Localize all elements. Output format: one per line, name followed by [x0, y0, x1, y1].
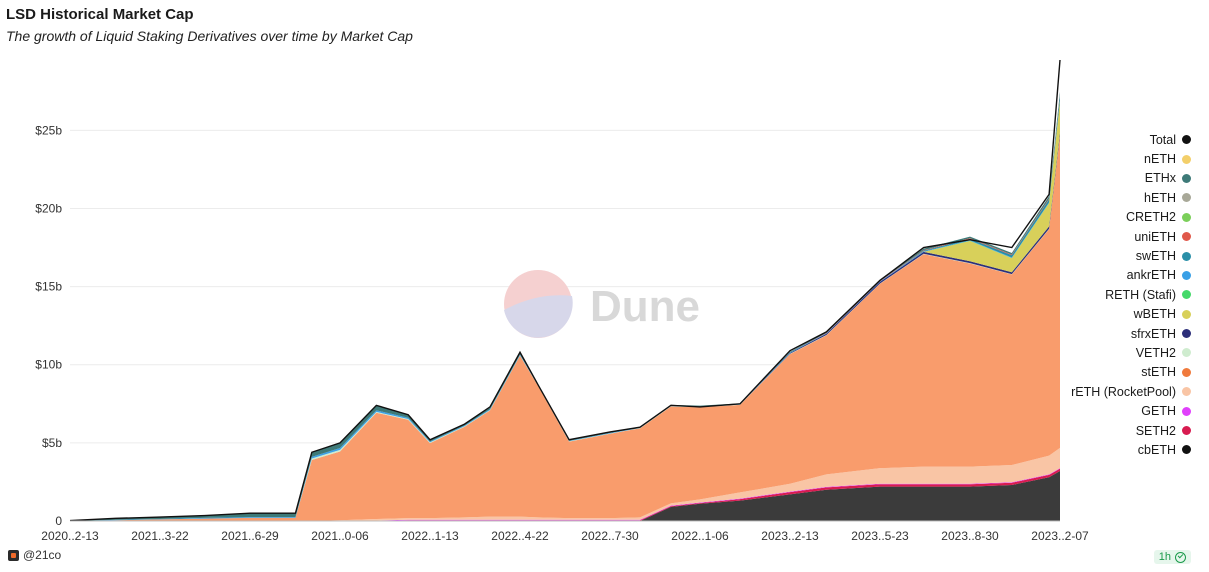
x-tick-label: 2021..6-29	[221, 529, 279, 543]
series-area-cbeth[interactable]	[70, 470, 1060, 521]
legend-swatch	[1182, 135, 1191, 145]
legend-swatch	[1182, 193, 1191, 203]
y-tick-label: $10b	[35, 358, 62, 372]
author-credit[interactable]: @21co	[8, 548, 61, 562]
x-tick-label: 2021..3-22	[131, 529, 189, 543]
legend-swatch	[1182, 387, 1191, 397]
legend-item-sweth[interactable]: swETH	[1021, 246, 1191, 265]
chart-title: LSD Historical Market Cap	[6, 6, 194, 23]
x-tick-label: 2021..0-06	[311, 529, 369, 543]
chart-subtitle: The growth of Liquid Staking Derivatives…	[6, 28, 413, 44]
legend-label: wBETH	[1133, 307, 1176, 322]
legend-swatch	[1182, 290, 1191, 300]
legend-swatch	[1182, 154, 1191, 164]
chart-legend: Total nETH ETHx hETH CRETH2 uniETH swETH ankrET…	[1021, 130, 1191, 460]
y-tick-label: 0	[55, 514, 62, 528]
legend-label: RETH (Stafi)	[1105, 287, 1176, 302]
legend-label: GETH	[1141, 404, 1176, 419]
y-tick-label: $25b	[35, 123, 62, 137]
x-tick-label: 2023..8-30	[941, 529, 999, 543]
legend-item-neth[interactable]: nETH	[1021, 149, 1191, 168]
legend-swatch	[1182, 426, 1191, 436]
y-tick-label: $5b	[42, 436, 62, 450]
legend-item-reth-stafi-[interactable]: RETH (Stafi)	[1021, 285, 1191, 304]
legend-label: swETH	[1135, 249, 1176, 264]
series-area-reth-rocketpool-[interactable]	[70, 447, 1060, 521]
legend-label: uniETH	[1134, 229, 1176, 244]
legend-label: Total	[1149, 132, 1176, 147]
legend-item-cbeth[interactable]: cbETH	[1021, 440, 1191, 459]
legend-swatch	[1182, 270, 1191, 280]
legend-label: hETH	[1144, 190, 1176, 205]
legend-swatch	[1182, 309, 1191, 319]
series-line-total[interactable]	[69, 59, 1061, 522]
x-tick-label: 2022..7-30	[581, 529, 639, 543]
legend-label: SETH2	[1135, 423, 1176, 438]
y-tick-label: $15b	[35, 280, 62, 294]
x-tick-label: 2023..2-07	[1031, 529, 1089, 543]
x-tick-label: 2023..2-13	[761, 529, 819, 543]
legend-swatch	[1182, 445, 1191, 455]
legend-swatch	[1182, 232, 1191, 242]
refresh-interval: 1h	[1158, 551, 1171, 563]
legend-item-creth2[interactable]: CRETH2	[1021, 208, 1191, 227]
legend-item-heth[interactable]: hETH	[1021, 188, 1191, 207]
legend-label: VETH2	[1135, 345, 1176, 360]
legend-swatch	[1182, 329, 1191, 339]
watermark-logo-shade	[504, 295, 573, 338]
legend-item-wbeth[interactable]: wBETH	[1021, 305, 1191, 324]
legend-label: nETH	[1144, 152, 1176, 167]
legend-item-ankreth[interactable]: ankrETH	[1021, 266, 1191, 285]
watermark-text: Dune	[590, 282, 700, 331]
legend-item-steth[interactable]: stETH	[1021, 363, 1191, 382]
legend-item-sfrxeth[interactable]: sfrxETH	[1021, 324, 1191, 343]
legend-label: stETH	[1141, 365, 1176, 380]
legend-item-reth-rocketpool-[interactable]: rETH (RocketPool)	[1021, 382, 1191, 401]
legend-label: cbETH	[1137, 442, 1176, 457]
legend-swatch	[1182, 406, 1191, 416]
x-tick-label: 2022..1-06	[671, 529, 729, 543]
x-tick-label: 2022..4-22	[491, 529, 549, 543]
dune-logo-icon	[8, 549, 19, 561]
legend-item-ethx[interactable]: ETHx	[1021, 169, 1191, 188]
legend-item-veth2[interactable]: VETH2	[1021, 343, 1191, 362]
legend-label: ETHx	[1144, 171, 1176, 186]
legend-label: CRETH2	[1125, 210, 1176, 225]
legend-label: ankrETH	[1126, 268, 1176, 283]
legend-label: rETH (RocketPool)	[1071, 384, 1176, 399]
legend-swatch	[1182, 173, 1191, 183]
legend-item-unieth[interactable]: uniETH	[1021, 227, 1191, 246]
x-tick-label: 2023..5-23	[851, 529, 909, 543]
author-handle: @21co	[23, 548, 62, 562]
legend-item-total[interactable]: Total	[1021, 130, 1191, 149]
legend-item-seth2[interactable]: SETH2	[1021, 421, 1191, 440]
legend-swatch	[1182, 367, 1191, 377]
legend-label: sfrxETH	[1130, 326, 1176, 341]
dune-watermark: Dune	[504, 270, 700, 338]
legend-item-geth[interactable]: GETH	[1021, 401, 1191, 420]
x-tick-label: 2020..2-13	[41, 529, 99, 543]
x-tick-label: 2022..1-13	[401, 529, 459, 543]
series-area-steth[interactable]	[70, 135, 1060, 522]
check-circle-icon	[1175, 551, 1186, 563]
legend-swatch	[1182, 348, 1191, 358]
legend-swatch	[1182, 212, 1191, 222]
refresh-badge[interactable]: 1h	[1153, 550, 1191, 564]
y-tick-label: $20b	[35, 201, 62, 215]
legend-swatch	[1182, 251, 1191, 261]
